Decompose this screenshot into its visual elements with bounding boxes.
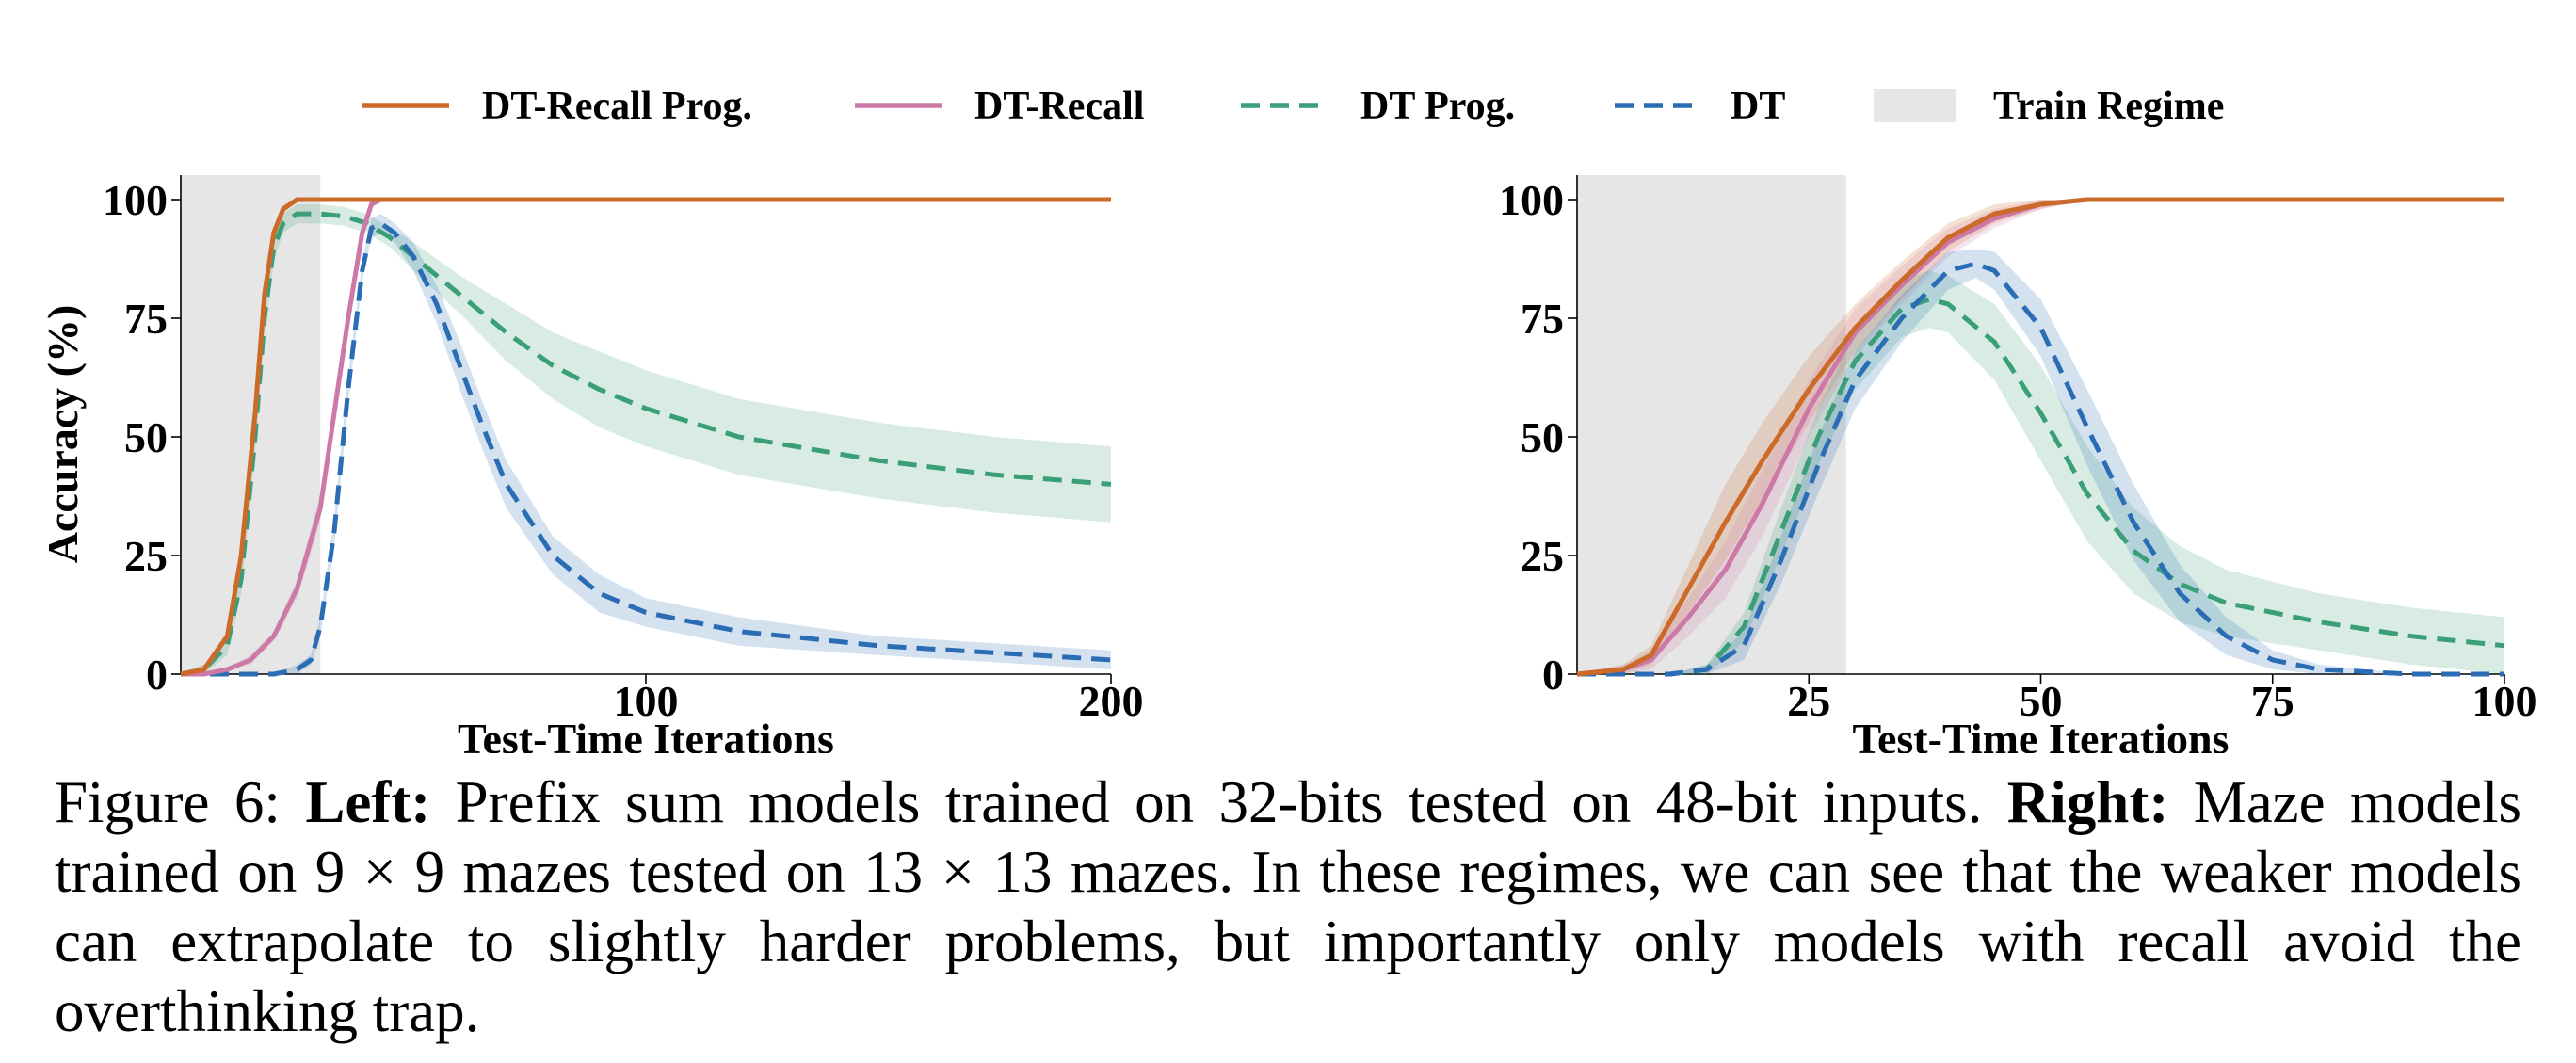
train-regime-region <box>181 175 321 674</box>
x-tick-label: 25 <box>1787 677 1830 725</box>
y-tick-label: 0 <box>1542 651 1564 699</box>
y-tick-label: 25 <box>1521 532 1564 580</box>
y-tick-label: 50 <box>1521 413 1564 461</box>
legend: DT-Recall Prog. DT-Recall DT Prog. DT Train … <box>362 85 2224 128</box>
band-dt <box>1577 249 2504 674</box>
caption-left-label: Left: <box>305 769 431 835</box>
line-dt-recall-prog <box>180 197 1111 677</box>
legend-label-dt-prog: DT Prog. <box>1360 85 1515 128</box>
legend-label-dt-recall: DT-Recall <box>974 85 1144 128</box>
x-tick-label: 200 <box>1079 677 1144 725</box>
figure: DT-Recall Prog. DT-Recall DT Prog. DT Train … <box>39 85 2537 753</box>
y-tick-label: 75 <box>124 295 168 343</box>
caption-right-text: Maze models trained on 9 × 9 mazes teste… <box>55 769 2521 1044</box>
legend-label-dt: DT <box>1731 85 1785 128</box>
y-tick-label: 0 <box>146 651 168 699</box>
y-tick-label: 75 <box>1521 295 1564 343</box>
y-tick-label: 100 <box>103 176 168 224</box>
y-tick-label: 25 <box>124 532 168 580</box>
x-axis-label: Test-Time Iterations <box>1853 715 2230 753</box>
line-dt-recall-prog <box>1576 197 2504 677</box>
line-dt <box>1577 261 2504 677</box>
legend-label-dt-recall-prog: DT-Recall Prog. <box>482 85 752 128</box>
caption-right-label: Right: <box>2006 769 2169 835</box>
caption-prefix: Figure 6: <box>55 769 306 835</box>
left-plot: 0 25 50 75 100 100 200 Test-Time Iterations Accu… <box>39 175 1144 753</box>
x-tick-label: 100 <box>614 677 679 725</box>
right-plot: 0 25 50 75 100 25 50 75 100 Test-Time Iterations <box>1499 175 2537 753</box>
line-dt-prog <box>1577 297 2505 677</box>
band-dt-prog <box>1577 270 2504 674</box>
band-dt-prog <box>181 204 1111 674</box>
figure-caption: Figure 6: Left: Prefix sum models traine… <box>55 767 2521 1046</box>
caption-left-text: Prefix sum models trained on 32-bits tes… <box>430 769 2007 835</box>
x-tick-label: 75 <box>2251 677 2294 725</box>
line-dt <box>181 220 1112 677</box>
y-axis-label: Accuracy (%) <box>39 305 87 564</box>
legend-label-train-regime: Train Regime <box>1993 85 2224 128</box>
x-axis-label: Test-Time Iterations <box>458 715 834 753</box>
legend-swatch-train-regime <box>1874 89 1956 122</box>
x-tick-label: 50 <box>2020 677 2063 725</box>
x-tick-label: 100 <box>2472 677 2537 725</box>
y-tick-label: 50 <box>124 413 168 461</box>
y-tick-label: 100 <box>1499 176 1564 224</box>
